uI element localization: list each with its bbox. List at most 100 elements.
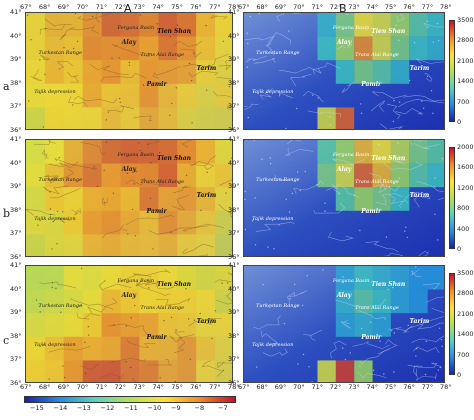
grid-cell [101,360,121,382]
station-dot [72,104,74,106]
grid-cell [372,140,391,164]
grid-cell [120,107,140,129]
terrain-ridge-line [331,158,365,166]
map-canvas [244,266,444,382]
terrain-ridge-line [149,282,175,290]
station-dot [158,152,161,154]
terrain-ridge-line [56,60,73,71]
bottom-b-lon-tick: 72° [329,383,342,391]
station-dot [438,327,441,329]
grid-cell [82,313,102,337]
grid-cell [158,140,178,164]
grid-cell [215,107,232,129]
station-dot [296,107,298,110]
station-dot [126,172,129,175]
terrain-ridge-line [40,54,50,62]
grid-cell [177,83,197,108]
terrain-ridge-line [216,77,232,80]
colorbar-tick-label: 2000 [457,143,474,151]
station-dot [397,142,399,144]
station-dot [296,171,299,173]
grid-cell [317,140,336,164]
station-dot [51,286,53,289]
grid-cell [177,107,197,129]
grid-cell [44,13,64,37]
station-dot [200,209,202,211]
station-dot [353,194,356,196]
terrain-ridge-line [174,334,195,354]
terrain-ridge-line [39,24,65,36]
grid-cell [158,289,178,314]
terrain-ridge-line [188,318,222,327]
grid-cell [139,13,159,37]
grid-cell [139,187,159,211]
grid-cell [335,140,355,164]
map-canvas [244,13,444,129]
grid-cell [139,83,159,108]
grid-cell [82,210,102,235]
terrain-ridge-line [98,373,124,380]
station-dot [252,91,255,93]
top-a-lon-tick: 74° [152,3,164,11]
grid-cell [215,163,232,188]
place-name-fergana: Fergana Basin [117,277,155,284]
grid-cell [44,234,64,256]
grid-cell [82,360,102,382]
top-b-lon-tick: 74° [366,3,379,11]
colorbar-tick-label: 800 [457,204,470,213]
grid-cell [409,163,428,188]
station-dot [62,365,64,367]
place-name-alay: Alay [121,39,136,46]
bottom-b-lon-tick: 70° [293,383,305,391]
grid-cell [196,266,216,290]
station-dot [346,13,348,16]
colorbar-a-tick-label: −12 [100,404,115,412]
grid-cell [63,234,83,256]
column-title-b: B [339,2,347,15]
station-dot [134,304,136,307]
station-dot [72,47,75,50]
grid-cell [215,360,232,382]
grid-cell [335,163,355,188]
terrain-ridge-line [136,281,171,296]
colorbar-tick-label: 700 [457,97,470,106]
map-panel-a-a: Fergana Basin Alay Tien Shan Turkestan Rang… [25,12,233,130]
terrain-ridge-line [396,13,405,22]
terrain-ridge-line [218,203,232,218]
station-dot [297,363,299,365]
grid-cell [44,360,64,382]
grid-cell [120,83,140,108]
place-name-turkestan: Turkestan Range [38,176,83,183]
colorbar-tick-label: 1400 [457,77,474,86]
station-dot [383,373,385,375]
terrain-ridge-line [117,274,152,283]
row2-a-lat-tick: 37° [10,355,22,364]
grid-cell [63,266,83,290]
station-dot [128,61,130,64]
terrain-ridge-line [219,179,232,186]
grid-cell [354,266,373,290]
grid-cell [120,60,140,84]
place-name-transalay: Trans Alai Range [140,51,185,58]
station-dot [131,208,134,211]
row0-a-lat-tick: 39° [10,55,22,64]
grid-cell [409,13,428,37]
terrain-ridge-line [423,22,444,29]
station-dot [340,292,342,294]
grid-cell [177,266,197,290]
top-a-lon-tick: 68° [38,3,51,11]
grid-cell [26,187,45,211]
station-dot [251,220,254,222]
grid-cell [177,360,197,382]
station-dot [175,329,177,331]
terrain-ridge-line [417,322,444,330]
grid-cell [215,266,232,290]
row1-a-lat-tick: 40° [10,158,22,167]
terrain-ridge-line [357,309,387,321]
terrain-ridge-line [179,48,202,58]
station-dot [189,32,192,34]
terrain-ridge-line [255,222,295,232]
terrain-ridge-line [107,105,135,113]
terrain-ridge-line [331,183,340,194]
place-name-tienshan: Tien Shan [157,281,191,289]
